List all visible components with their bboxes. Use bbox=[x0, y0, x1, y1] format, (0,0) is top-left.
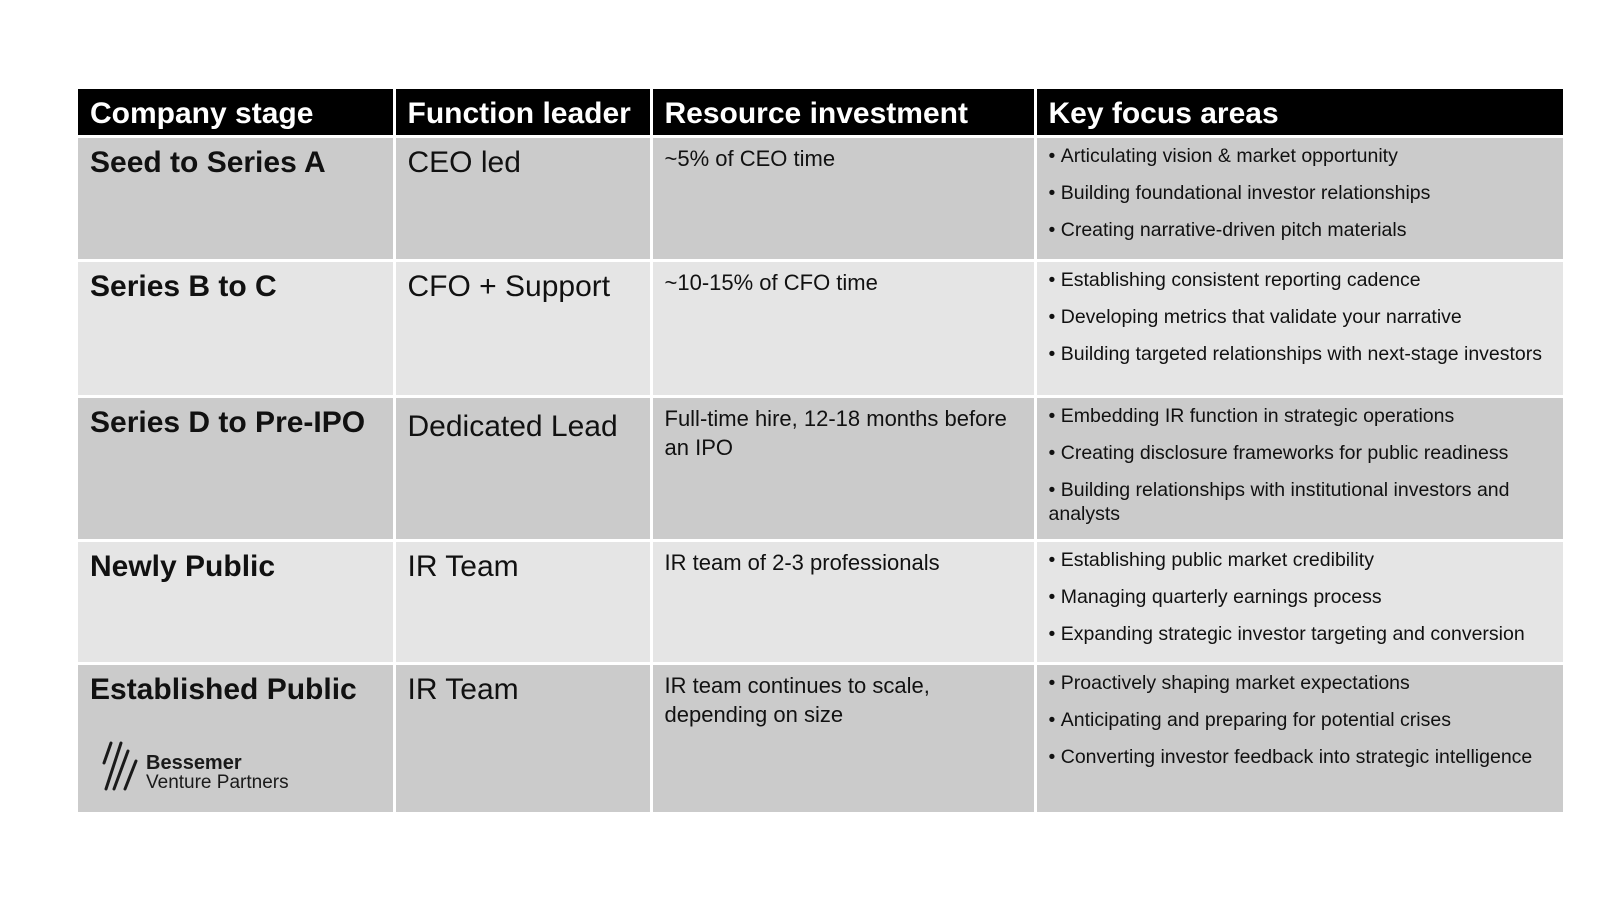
table-row: Newly Public IR Team IR team of 2-3 prof… bbox=[78, 540, 1563, 665]
ir-stage-table: Company stage Function leader Resource i… bbox=[78, 89, 1563, 815]
focus-list: Establishing consistent reporting cadenc… bbox=[1049, 268, 1552, 366]
leader-label: CEO led bbox=[407, 145, 521, 179]
header-key-focus-areas: Key focus areas bbox=[1033, 89, 1563, 138]
stage-cell: Seed to Series A bbox=[78, 136, 394, 262]
focus-item: Embedding IR function in strategic opera… bbox=[1049, 404, 1552, 428]
stage-cell: Newly Public bbox=[78, 540, 394, 665]
focus-item: Proactively shaping market expectations bbox=[1049, 671, 1552, 695]
focus-item: Building relationships with institutiona… bbox=[1049, 478, 1552, 526]
leader-cell: CEO led bbox=[392, 136, 651, 262]
stage-label: Series D to Pre-IPO bbox=[90, 405, 366, 439]
resource-cell: ~10-15% of CFO time bbox=[649, 260, 1035, 398]
focus-list: Establishing public market credibility M… bbox=[1049, 548, 1552, 646]
header-function-leader: Function leader bbox=[392, 89, 651, 138]
resource-text: IR team of 2-3 professionals bbox=[664, 549, 940, 575]
resource-text: IR team continues to scale, depending on… bbox=[664, 672, 930, 727]
resource-cell: IR team continues to scale, depending on… bbox=[649, 663, 1035, 815]
leader-label: CFO + Support bbox=[407, 269, 611, 303]
focus-list: Proactively shaping market expectations … bbox=[1049, 671, 1552, 769]
stage-label: Newly Public bbox=[90, 549, 276, 583]
stage-label: Series B to C bbox=[90, 269, 277, 303]
focus-item: Converting investor feedback into strate… bbox=[1049, 745, 1552, 769]
focus-item: Creating narrative-driven pitch material… bbox=[1049, 218, 1552, 242]
table-row: Seed to Series A CEO led ~5% of CEO time… bbox=[78, 136, 1563, 262]
focus-cell: Establishing consistent reporting cadenc… bbox=[1033, 260, 1563, 398]
resource-text: ~5% of CEO time bbox=[664, 145, 836, 171]
leader-label: Dedicated Lead bbox=[407, 409, 618, 443]
logo-name: Bessemer bbox=[146, 751, 242, 774]
table-row: Series B to C CFO + Support ~10-15% of C… bbox=[78, 260, 1563, 398]
table-row: Series D to Pre-IPO Dedicated Lead Full-… bbox=[78, 396, 1563, 542]
stage-cell: Established Public Bessemer Venture Part… bbox=[78, 663, 394, 815]
focus-list: Embedding IR function in strategic opera… bbox=[1049, 404, 1552, 526]
focus-item: Establishing consistent reporting cadenc… bbox=[1049, 268, 1552, 292]
resource-text: Full-time hire, 12-18 months before an I… bbox=[664, 405, 1007, 460]
leader-label: IR Team bbox=[407, 549, 519, 583]
focus-cell: Proactively shaping market expectations … bbox=[1033, 663, 1563, 815]
focus-item: Managing quarterly earnings process bbox=[1049, 585, 1552, 609]
resource-text: ~10-15% of CFO time bbox=[664, 269, 878, 295]
header-resource-investment: Resource investment bbox=[649, 89, 1035, 138]
header-company-stage: Company stage bbox=[78, 89, 394, 138]
logo-subtitle: Venture Partners bbox=[146, 771, 289, 793]
leader-cell: IR Team bbox=[392, 663, 651, 815]
stage-cell: Series D to Pre-IPO bbox=[78, 396, 394, 542]
focus-item: Expanding strategic investor targeting a… bbox=[1049, 622, 1552, 646]
resource-cell: ~5% of CEO time bbox=[649, 136, 1035, 262]
table-header-row: Company stage Function leader Resource i… bbox=[78, 89, 1563, 138]
leader-cell: CFO + Support bbox=[392, 260, 651, 398]
focus-item: Building targeted relationships with nex… bbox=[1049, 342, 1552, 366]
focus-list: Articulating vision & market opportunity… bbox=[1049, 144, 1552, 242]
stage-cell: Series B to C bbox=[78, 260, 394, 398]
focus-item: Building foundational investor relations… bbox=[1049, 181, 1552, 205]
resource-cell: Full-time hire, 12-18 months before an I… bbox=[649, 396, 1035, 542]
focus-cell: Articulating vision & market opportunity… bbox=[1033, 136, 1563, 262]
table-row: Established Public Bessemer Venture Part… bbox=[78, 663, 1563, 815]
stage-label: Established Public bbox=[90, 672, 357, 706]
focus-item: Articulating vision & market opportunity bbox=[1049, 144, 1552, 168]
focus-cell: Establishing public market credibility M… bbox=[1033, 540, 1563, 665]
focus-item: Creating disclosure frameworks for publi… bbox=[1049, 441, 1552, 465]
focus-item: Developing metrics that validate your na… bbox=[1049, 305, 1552, 329]
leader-label: IR Team bbox=[407, 672, 519, 706]
leader-cell: Dedicated Lead bbox=[392, 396, 651, 542]
focus-item: Establishing public market credibility bbox=[1049, 548, 1552, 572]
focus-item: Anticipating and preparing for potential… bbox=[1049, 708, 1552, 732]
stage-label: Seed to Series A bbox=[90, 145, 326, 179]
bessemer-logo: Bessemer Venture Partners bbox=[102, 741, 302, 793]
leader-cell: IR Team bbox=[392, 540, 651, 665]
bessemer-logo-mark-icon bbox=[102, 741, 138, 790]
resource-cell: IR team of 2-3 professionals bbox=[649, 540, 1035, 665]
focus-cell: Embedding IR function in strategic opera… bbox=[1033, 396, 1563, 542]
